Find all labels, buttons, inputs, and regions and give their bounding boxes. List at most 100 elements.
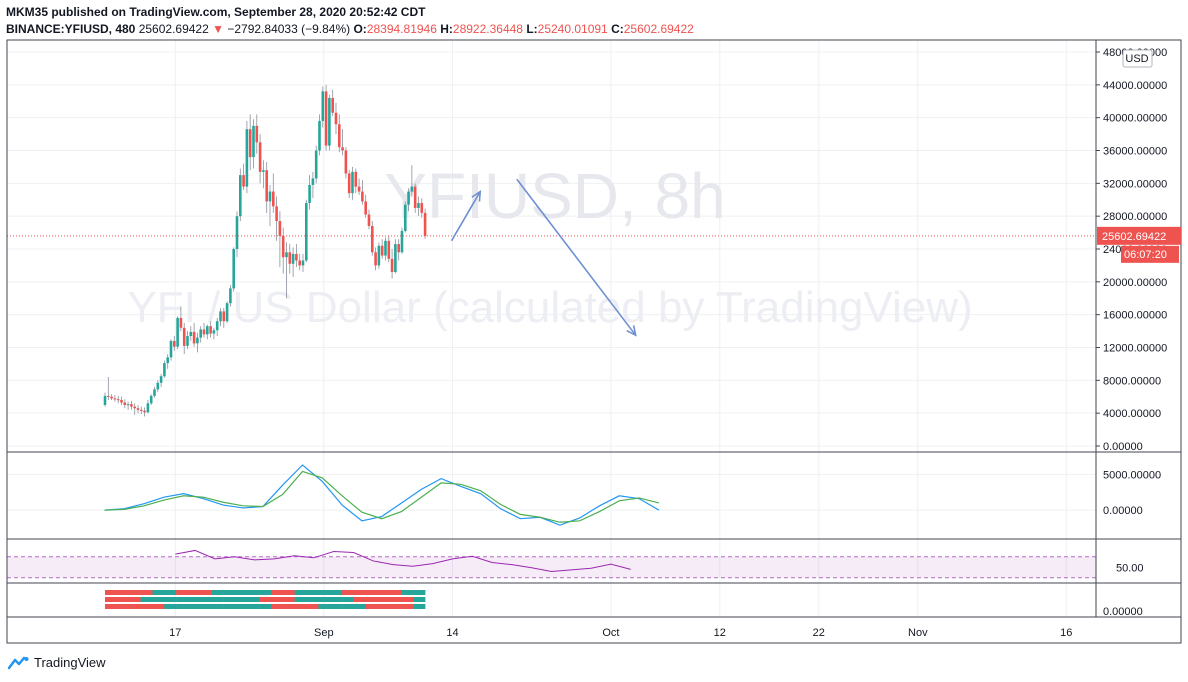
strip-cell [270,590,284,595]
strip-cell [342,597,355,602]
candle [275,196,278,241]
candle-body [413,186,417,208]
candle-body [341,147,344,151]
strip-cell [294,604,307,609]
candle [202,322,206,338]
candle [215,317,219,337]
currency-badge[interactable] [1122,49,1153,68]
candle [169,339,173,361]
strip-cell [152,590,165,595]
candle-body [173,340,176,347]
candle [337,114,341,153]
candle-body [328,97,331,146]
strip-cell [164,597,177,602]
candle-body [374,252,377,266]
candle [268,184,272,227]
symbol-label: BINANCE:YFIUSD, 480 [6,22,136,36]
candle [308,175,311,210]
candle-body [354,171,358,187]
candle [357,178,361,195]
candle [103,392,107,407]
footer-brand[interactable]: TradingView [8,655,106,671]
candle-body [351,171,354,194]
strip-cell [365,590,378,595]
candle [229,285,232,307]
candle [304,199,308,263]
rsi-y-tick-label: 50.00 [1116,562,1144,574]
candle [400,227,404,254]
signal-line [104,470,660,523]
candle [196,332,199,353]
rsi-line [175,549,631,572]
trend-arrow-head [471,189,482,202]
candle-body [120,400,123,403]
strip-cell [294,590,307,595]
footer-brand-label: TradingView [34,655,106,670]
candle [116,395,120,404]
candle [351,166,354,200]
trend-arrow[interactable] [516,178,637,337]
candle-body [126,404,130,406]
candle-body [262,170,265,172]
candle [245,120,249,194]
strip-cell [377,604,390,609]
trend-arrow[interactable] [450,189,482,242]
candle-body [163,363,166,377]
candle [334,102,338,135]
y-tick-label: 4000.00000 [1103,408,1161,420]
candle-body [110,396,113,399]
candle [136,404,140,414]
candle [123,399,127,409]
strip-cell [389,604,402,609]
x-tick-label: 14 [446,627,458,639]
candle-body [136,408,140,410]
tradingview-logo-icon [8,656,29,670]
candle [281,227,285,274]
candle [159,373,163,387]
x-tick-label: 16 [1060,627,1072,639]
candle [212,327,216,340]
strip-cell [199,597,212,602]
candle [288,244,292,274]
high-value: 28922.36448 [452,22,523,36]
candle-body [265,170,268,202]
candle-body [130,404,133,407]
candle-body [192,331,196,344]
strip-cell [211,597,224,602]
candle [413,183,417,213]
candle-body [337,124,341,148]
candle-body [235,216,239,249]
candle-body [113,398,117,400]
candle-body [176,317,179,347]
candle-body [232,249,235,289]
last-price: 25602.69422 [138,22,209,36]
candle-body [295,253,298,261]
candle [380,239,384,259]
candle [110,394,113,401]
x-tick-label: Sep [314,627,334,639]
candle [374,247,377,271]
strip-cell [270,597,284,602]
candle-body [209,326,212,334]
candle [176,316,179,350]
candle [394,239,397,274]
candle-body [278,221,282,236]
candle-body [123,402,127,405]
candle [133,403,137,415]
candle [278,211,282,268]
candle [407,188,410,212]
strip-cell [176,604,189,609]
candle-body [311,178,315,185]
candle-body [357,186,361,192]
candle-body [205,326,209,335]
candle-body [238,175,242,217]
candle [397,239,400,261]
candle-body [219,311,222,322]
candle-body [367,214,371,227]
candle [166,354,170,369]
candle-body [281,235,285,258]
candle [143,407,146,417]
strip-cell [211,604,224,609]
candle-body [133,406,137,409]
